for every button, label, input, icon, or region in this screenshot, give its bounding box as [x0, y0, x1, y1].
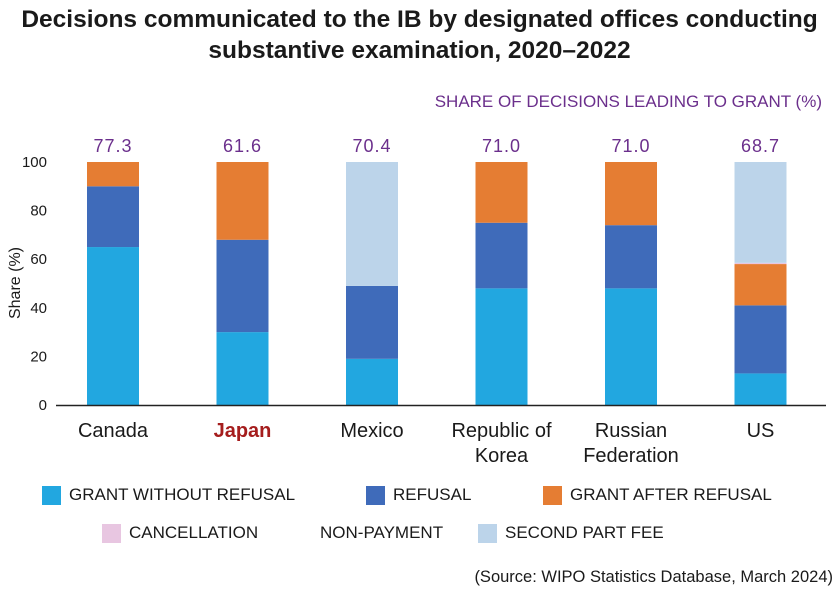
y-tick-label: 60	[30, 251, 47, 268]
bar-segment	[216, 162, 269, 240]
grant-share-label: 71.0	[611, 136, 650, 156]
bar-segment	[475, 222, 528, 289]
y-axis-title: Share (%)	[7, 247, 24, 319]
grant-share-label: 70.4	[352, 136, 391, 156]
bar-segment	[605, 288, 657, 405]
bar-segment	[346, 358, 398, 405]
bar-segment	[87, 247, 139, 405]
y-tick-label: 80	[30, 203, 47, 220]
category-label: Republic of	[451, 420, 552, 442]
bar-segment	[216, 332, 269, 405]
bar-segment	[87, 162, 139, 187]
bar-segment	[605, 225, 657, 289]
bar-segment	[734, 305, 787, 374]
chart-title: Decisions communicated to the IB by desi…	[21, 6, 818, 64]
bar-segment	[87, 186, 139, 248]
bar-segment	[346, 285, 398, 359]
bar-segment	[216, 239, 269, 333]
grant-share-label: 77.3	[93, 136, 132, 156]
y-tick-label: 0	[39, 397, 47, 414]
bar-segment	[475, 288, 528, 405]
category-label: Canada	[78, 420, 149, 442]
grant-share-label: 71.0	[482, 136, 521, 156]
y-tick-label: 100	[22, 154, 47, 171]
bar-segment	[346, 162, 398, 286]
chart-subtitle: SHARE OF DECISIONS LEADING TO GRANT (%)	[435, 92, 822, 111]
y-tick-label: 20	[30, 348, 47, 365]
category-label: Japan	[214, 420, 272, 442]
grant-share-label: 61.6	[223, 136, 262, 156]
y-tick-label: 40	[30, 300, 47, 317]
category-label: Russian	[595, 420, 667, 442]
category-label: Federation	[583, 445, 679, 467]
bar-segment	[734, 373, 787, 405]
y-axis-label: Share (%)	[7, 247, 24, 319]
grant-share-label: 68.7	[741, 136, 780, 156]
category-label: US	[747, 420, 775, 442]
bar-segment	[734, 162, 787, 263]
category-label: Mexico	[340, 420, 403, 442]
bar-segment	[734, 264, 787, 306]
category-label: Korea	[475, 445, 529, 467]
bar-segment	[475, 162, 528, 223]
bar-segment	[734, 262, 787, 265]
bar-segment	[605, 162, 657, 226]
source-note: (Source: WIPO Statistics Database, March…	[474, 568, 833, 586]
